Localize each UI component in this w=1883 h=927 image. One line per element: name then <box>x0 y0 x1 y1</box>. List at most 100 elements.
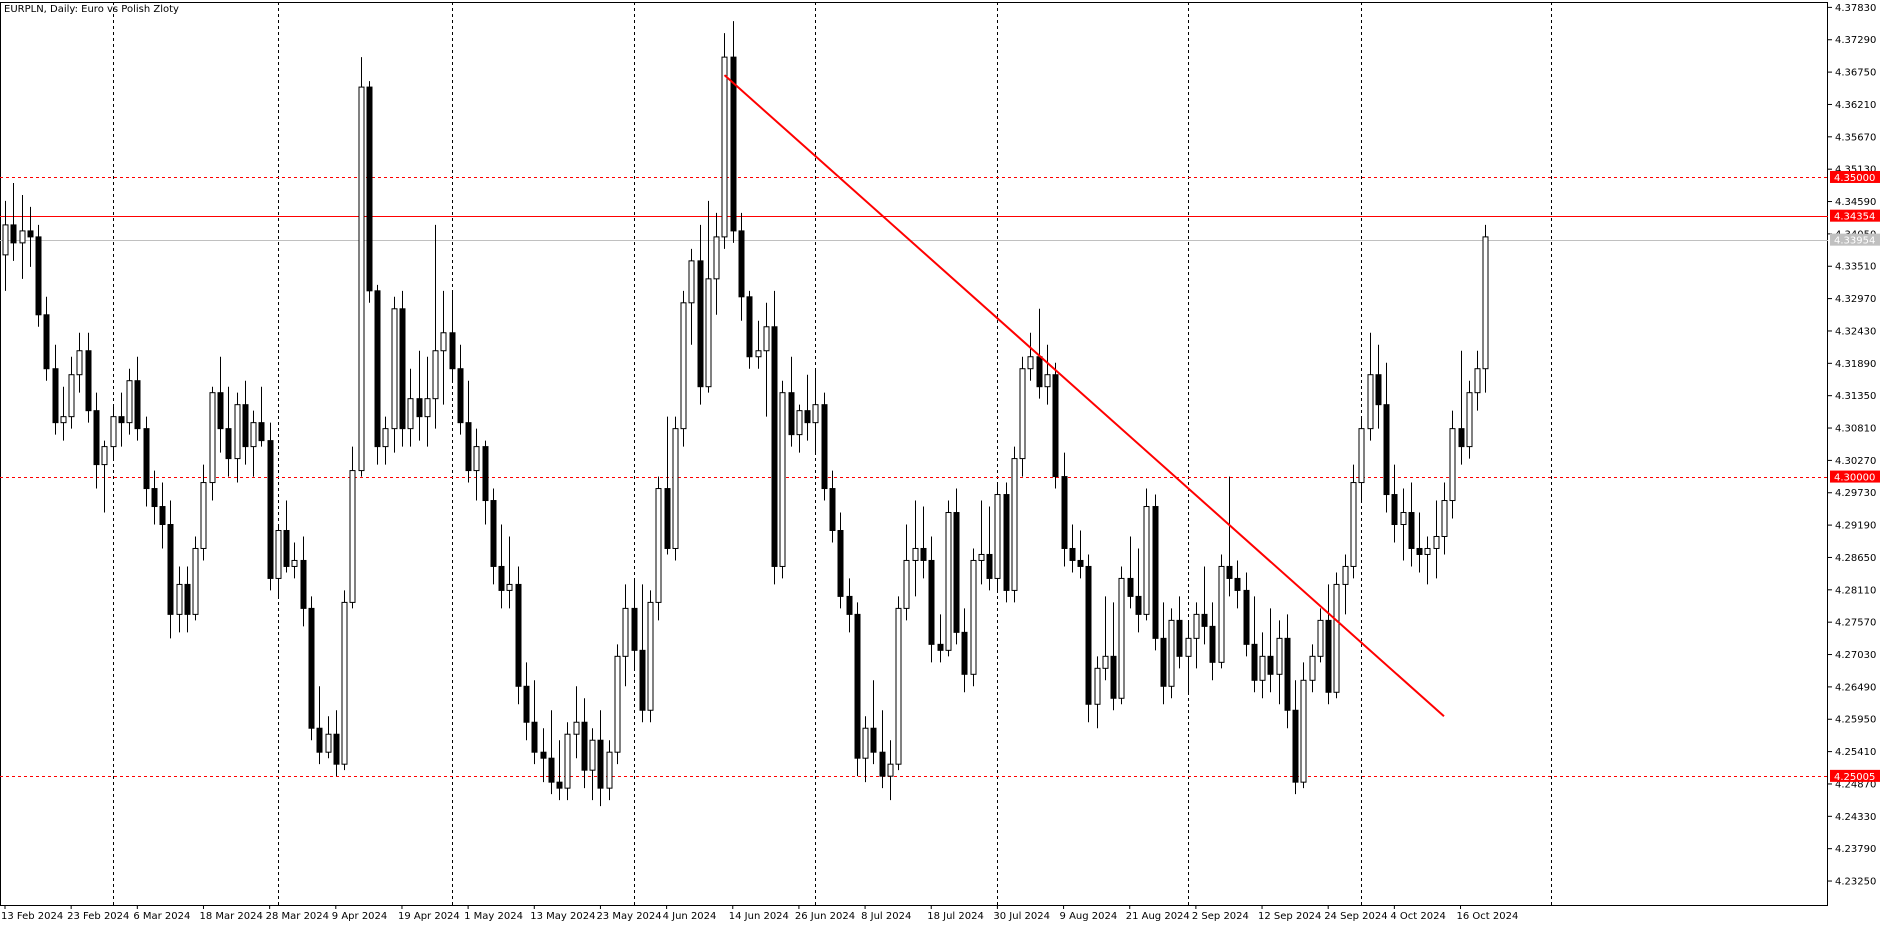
x-tick-label: 13 May 2024 <box>530 911 595 922</box>
price-tag-4.35000: 4.35000 <box>1834 173 1875 184</box>
candle-bull <box>234 404 241 460</box>
candle-bull <box>1276 637 1283 675</box>
x-tick-label: 12 Sep 2024 <box>1258 911 1321 922</box>
candle-bull <box>68 374 75 418</box>
candle-bear <box>316 727 323 753</box>
candle-bear <box>1135 595 1142 615</box>
candle-bear <box>482 446 489 502</box>
y-tick-label: 4.30270 <box>1835 456 1876 467</box>
candle-bull <box>1350 482 1357 567</box>
candle-bear <box>457 368 464 424</box>
candle-bear <box>523 685 530 723</box>
y-tick-label: 4.36210 <box>1835 100 1876 111</box>
candle-bull <box>903 559 910 609</box>
candle-bull <box>192 547 199 615</box>
y-tick-label: 4.27030 <box>1835 650 1876 661</box>
candle-bull <box>291 559 298 567</box>
candle-bull <box>432 350 439 400</box>
candle-bull <box>1449 428 1456 502</box>
price-tag-4.35000-bg <box>1830 170 1880 183</box>
candle-bull <box>763 326 770 352</box>
candle-bear <box>515 583 522 687</box>
candle-bear <box>449 332 456 370</box>
candle-bull <box>250 422 257 448</box>
x-tick-label: 1 May 2024 <box>464 911 523 922</box>
candle-bull <box>647 601 654 711</box>
y-tick-label: 4.29730 <box>1835 488 1876 499</box>
candle-bull <box>110 416 117 448</box>
candle-bear <box>1069 547 1076 561</box>
price-tag-4.30000-bg <box>1830 470 1880 483</box>
candle-bull <box>209 392 216 484</box>
candle-bear <box>821 404 828 490</box>
x-tick-label: 2 Sep 2024 <box>1192 911 1249 922</box>
x-tick-label: 14 Jun 2024 <box>729 911 789 922</box>
candle-bull <box>573 721 580 735</box>
candle-bull <box>672 428 679 549</box>
candle-bear <box>258 422 265 442</box>
candle-bull <box>440 332 447 352</box>
candle-bull <box>1309 655 1316 681</box>
candle-bear <box>631 607 638 651</box>
candle-bear <box>597 739 604 789</box>
candle-bull <box>1474 368 1481 394</box>
candle-bear <box>788 392 795 436</box>
candle-bear <box>217 392 224 430</box>
candle-bear <box>366 86 373 292</box>
x-tick-label: 23 Feb 2024 <box>67 911 129 922</box>
candle-bear <box>151 488 158 508</box>
candle-bear <box>1176 619 1183 657</box>
candle-bear <box>184 583 191 615</box>
candle-bear <box>283 529 290 567</box>
candle-bull <box>713 236 720 280</box>
x-tick-label: 19 Apr 2024 <box>398 911 460 922</box>
candle-bull <box>424 398 431 418</box>
candle-bear <box>531 721 538 753</box>
candle-bull <box>812 404 819 424</box>
candle-bear <box>267 440 274 579</box>
candle-bear <box>1408 512 1415 549</box>
y-tick-label: 4.31350 <box>1835 391 1876 402</box>
candle-bear <box>27 230 34 238</box>
y-tick-label: 4.24330 <box>1835 812 1876 823</box>
candle-bear <box>134 380 141 430</box>
candle-bull <box>382 428 389 448</box>
price-tag-current: 4.33954 <box>1834 236 1875 247</box>
candle-bear <box>333 733 340 765</box>
candle-bull <box>200 482 207 549</box>
y-tick-label: 4.37290 <box>1835 35 1876 46</box>
x-tick-label: 18 Mar 2024 <box>199 911 262 922</box>
candle-bear <box>1201 613 1208 627</box>
y-tick-label: 4.35130 <box>1835 165 1876 176</box>
candle-bear <box>159 506 166 526</box>
candle-bear <box>581 721 588 771</box>
candle-bear <box>1226 565 1233 579</box>
y-tick-label: 4.30810 <box>1835 424 1876 435</box>
candle-bull <box>19 230 26 244</box>
candle-bull <box>721 56 728 238</box>
candle-bear <box>804 410 811 424</box>
candle-bear <box>1209 625 1216 663</box>
candle-bear <box>374 290 381 448</box>
candle-bull <box>688 260 695 304</box>
candle-bull <box>1400 512 1407 526</box>
candle-bull <box>1433 535 1440 549</box>
candle-bull <box>506 583 513 591</box>
x-tick-label: 8 Jul 2024 <box>861 911 911 922</box>
candle-bear <box>1234 577 1241 591</box>
candle-bear <box>1052 374 1059 478</box>
y-tick-label: 4.24870 <box>1835 779 1876 790</box>
candle-bull <box>705 278 712 388</box>
x-tick-label: 30 Jul 2024 <box>993 911 1050 922</box>
candle-bear <box>1267 655 1274 675</box>
candle-bear <box>920 547 927 561</box>
y-tick-label: 4.28650 <box>1835 553 1876 564</box>
candle-bear <box>1110 655 1117 699</box>
candle-bear <box>242 404 249 448</box>
candle-bear <box>143 428 150 490</box>
candle-bear <box>879 751 886 777</box>
candle-bull <box>1019 368 1026 460</box>
candle-bull <box>101 446 108 466</box>
